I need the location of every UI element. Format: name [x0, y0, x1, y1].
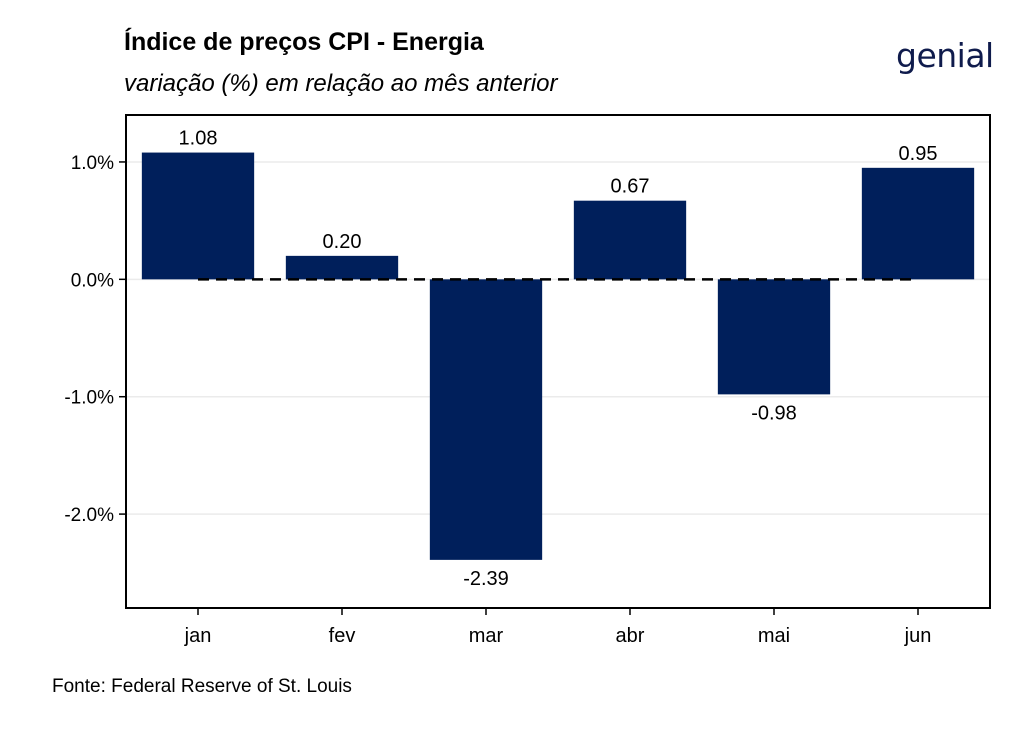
y-tick-label: 1.0% — [71, 153, 114, 174]
x-tick-label: fev — [329, 625, 356, 647]
x-tick-label: jun — [904, 625, 932, 647]
y-tick-label: -1.0% — [64, 388, 114, 409]
chart-title: Índice de preços CPI - Energia — [124, 28, 484, 56]
x-tick-label: mar — [469, 625, 504, 647]
data-label: -0.98 — [751, 402, 797, 424]
chart-subtitle: variação (%) em relação ao mês anterior — [124, 70, 558, 97]
data-label: 0.20 — [323, 231, 362, 253]
plot-frame — [125, 114, 991, 609]
bar-mai — [717, 279, 831, 395]
bar-abr — [573, 200, 687, 280]
bar-jan — [141, 152, 255, 280]
bar-mar — [429, 279, 543, 560]
y-tick-label: -2.0% — [64, 505, 114, 526]
data-label: 1.08 — [179, 128, 218, 150]
bar-fev — [285, 255, 399, 280]
x-tick-label: jan — [184, 625, 212, 647]
data-label: 0.95 — [899, 143, 938, 165]
data-label: -2.39 — [463, 568, 509, 590]
source-caption: Fonte: Federal Reserve of St. Louis — [52, 676, 352, 697]
x-tick-label: abr — [616, 625, 645, 647]
y-tick-label: 0.0% — [71, 270, 114, 291]
x-tick-label: mai — [758, 625, 790, 647]
genial-logo: genial — [896, 36, 994, 75]
data-label: 0.67 — [611, 176, 650, 198]
bar-jun — [861, 167, 975, 280]
